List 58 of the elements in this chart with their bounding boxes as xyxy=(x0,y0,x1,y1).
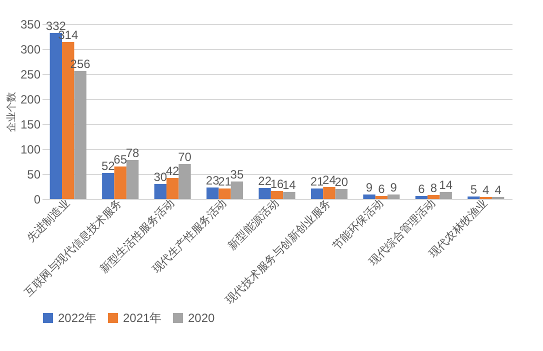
bar xyxy=(335,189,348,199)
data-label: 16 xyxy=(270,177,284,191)
bar xyxy=(230,182,244,199)
data-label: 14 xyxy=(282,178,296,192)
data-label: 70 xyxy=(178,150,192,164)
data-label: 52 xyxy=(101,159,116,173)
data-label: 22 xyxy=(258,174,272,188)
bar xyxy=(428,195,440,199)
bar xyxy=(218,188,231,199)
y-tick-label: 300 xyxy=(20,42,41,56)
data-label: 21 xyxy=(218,174,232,188)
legend-label: 2020 xyxy=(188,311,216,325)
data-label: 23 xyxy=(206,174,220,188)
bar xyxy=(283,192,296,199)
y-axis-title: 企业个数 xyxy=(5,92,18,132)
bar xyxy=(126,160,139,199)
y-tick-label: 150 xyxy=(20,118,41,132)
data-label: 24 xyxy=(322,173,336,187)
bar xyxy=(323,187,336,199)
bar xyxy=(74,71,86,199)
data-label: 9 xyxy=(390,180,398,194)
bar xyxy=(310,188,324,199)
y-tick-label: 200 xyxy=(20,92,41,106)
data-label: 65 xyxy=(114,152,128,166)
data-label: 5 xyxy=(470,182,478,196)
data-label: 14 xyxy=(439,178,453,192)
data-label: 78 xyxy=(126,146,140,160)
data-label: 35 xyxy=(230,168,244,182)
legend-label: 2022年 xyxy=(58,311,97,325)
data-label: 6 xyxy=(378,182,386,196)
bar xyxy=(258,188,271,199)
data-label: 21 xyxy=(310,174,324,188)
data-label: 9 xyxy=(366,180,373,194)
bar xyxy=(102,173,114,199)
data-label: 30 xyxy=(154,170,168,184)
data-label: 42 xyxy=(166,164,180,178)
data-label: 4 xyxy=(482,183,490,197)
bar xyxy=(178,164,191,199)
bar xyxy=(206,188,219,199)
legend-label: 2021年 xyxy=(123,311,162,325)
y-tick-label: 0 xyxy=(34,192,41,206)
data-label: 4 xyxy=(494,183,502,197)
bar xyxy=(154,184,166,199)
bar xyxy=(270,191,284,199)
data-label: 20 xyxy=(334,175,348,189)
y-tick-label: 50 xyxy=(27,168,41,182)
bar xyxy=(388,194,400,199)
y-tick-label: 350 xyxy=(20,18,41,32)
y-tick-label: 100 xyxy=(20,142,41,156)
bar xyxy=(166,178,179,199)
bar xyxy=(415,196,428,199)
bar xyxy=(114,166,126,199)
y-tick-label: 250 xyxy=(20,68,41,82)
data-label: 8 xyxy=(430,181,438,195)
bar xyxy=(363,194,376,199)
bar xyxy=(440,192,452,199)
bar xyxy=(375,196,388,199)
data-label: 6 xyxy=(418,182,426,196)
